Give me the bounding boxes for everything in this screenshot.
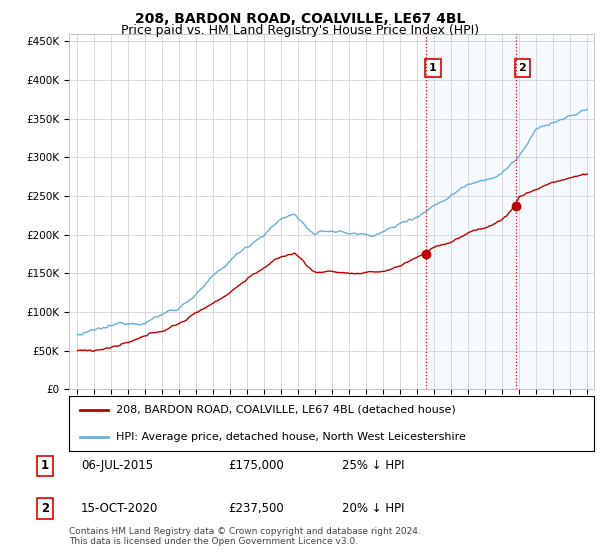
Text: 15-OCT-2020: 15-OCT-2020 [81,502,158,515]
Text: 2: 2 [41,502,49,515]
Text: 208, BARDON ROAD, COALVILLE, LE67 4BL: 208, BARDON ROAD, COALVILLE, LE67 4BL [135,12,465,26]
Text: 2: 2 [518,63,526,73]
Text: Contains HM Land Registry data © Crown copyright and database right 2024.
This d: Contains HM Land Registry data © Crown c… [69,526,421,546]
Text: HPI: Average price, detached house, North West Leicestershire: HPI: Average price, detached house, Nort… [116,432,466,442]
Text: £175,000: £175,000 [228,459,284,473]
Text: 06-JUL-2015: 06-JUL-2015 [81,459,153,473]
Text: 1: 1 [41,459,49,473]
Text: 208, BARDON ROAD, COALVILLE, LE67 4BL (detached house): 208, BARDON ROAD, COALVILLE, LE67 4BL (d… [116,405,456,414]
Text: £237,500: £237,500 [228,502,284,515]
Bar [426,34,515,389]
Bar [515,34,592,389]
Text: Price paid vs. HM Land Registry's House Price Index (HPI): Price paid vs. HM Land Registry's House … [121,24,479,37]
Text: 25% ↓ HPI: 25% ↓ HPI [342,459,404,473]
Text: 1: 1 [429,63,437,73]
Text: 20% ↓ HPI: 20% ↓ HPI [342,502,404,515]
